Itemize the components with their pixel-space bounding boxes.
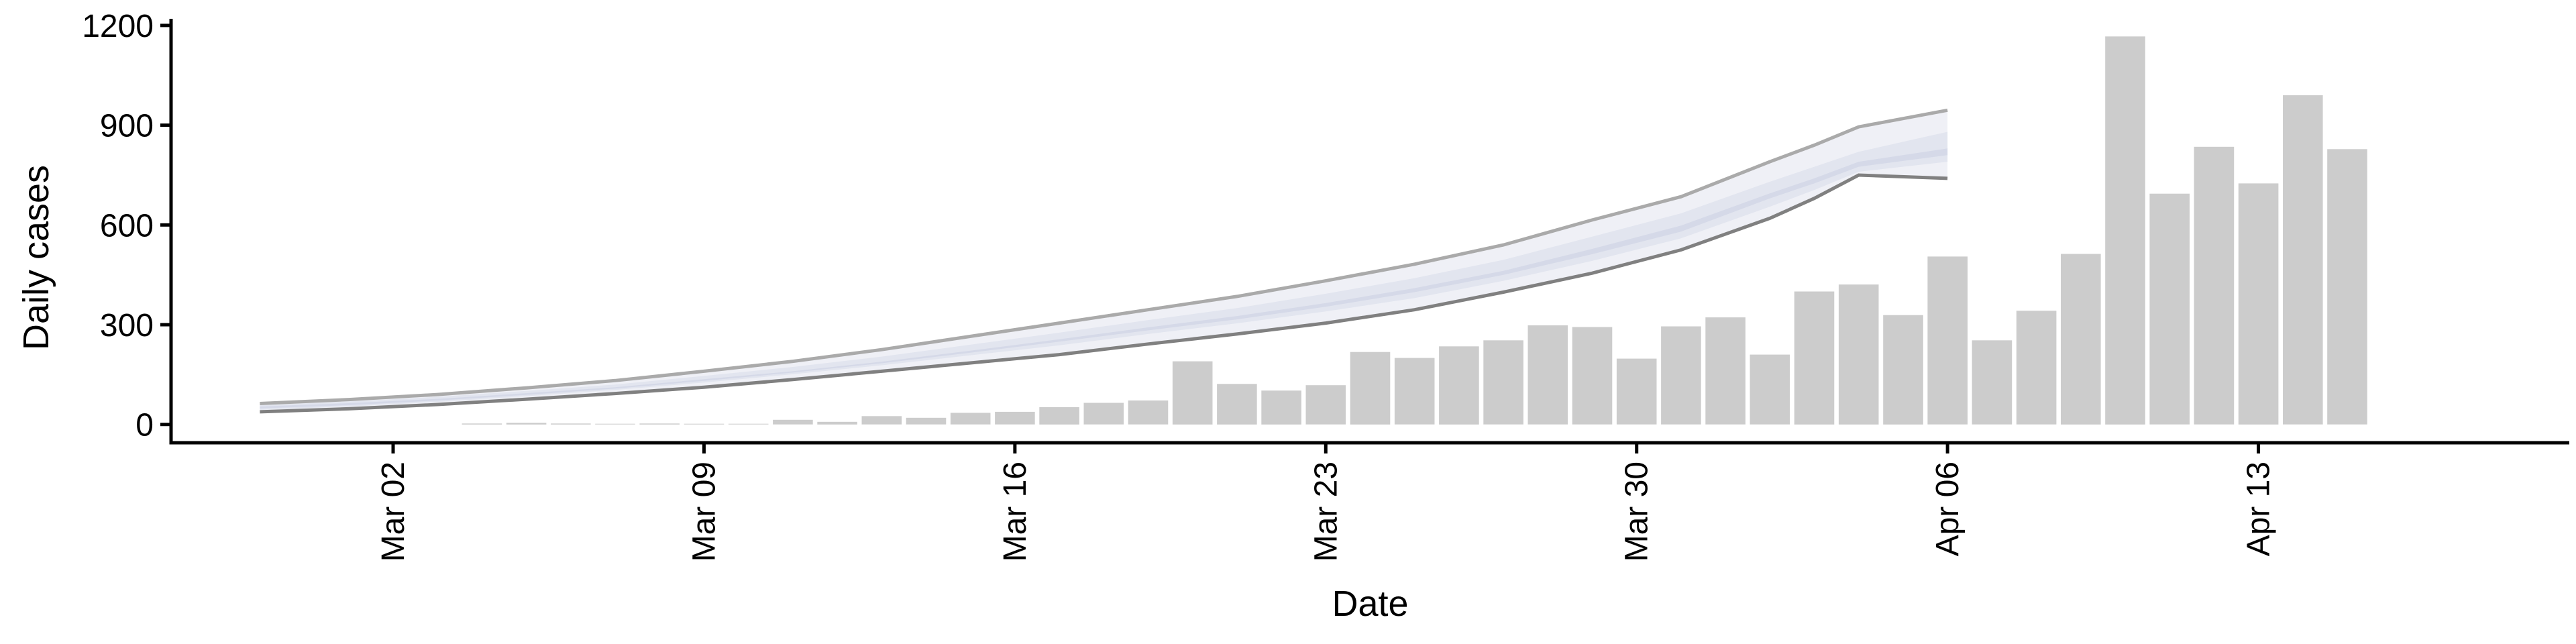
bar-2020-04-10	[2105, 36, 2145, 425]
bar-2020-03-16	[995, 411, 1035, 425]
bar-2020-03-24	[1350, 352, 1391, 425]
x-tick-label: Mar 09	[686, 462, 722, 561]
x-axis-title: Date	[1332, 584, 1408, 624]
forecast-upper-line	[260, 108, 1948, 405]
bar-2020-03-30	[1616, 358, 1657, 425]
y-tick-label: 900	[100, 109, 154, 144]
bar-2020-03-19	[1128, 400, 1169, 425]
bar-2020-03-13	[861, 416, 902, 425]
forecast-lower-line	[260, 173, 1948, 414]
bar-2020-03-06	[551, 423, 591, 425]
forecast-ribbons	[260, 110, 1948, 412]
y-axis-ticks: 0 300 600 900 1200	[82, 9, 171, 443]
bar-2020-03-31	[1661, 326, 1701, 425]
y-tick-label: 600	[100, 208, 154, 244]
bar-2020-04-13	[2238, 183, 2279, 425]
bar-2020-03-11	[773, 419, 813, 425]
x-tick-label: Mar 02	[376, 462, 411, 561]
x-tick-label: Mar 23	[1308, 462, 1344, 561]
bar-2020-03-10	[728, 423, 769, 425]
bar-2020-04-01	[1705, 317, 1746, 425]
bar-2020-04-11	[2149, 193, 2190, 425]
x-tick-label: Apr 13	[2241, 462, 2277, 556]
bar-2020-03-08	[639, 423, 680, 425]
y-tick-label: 300	[100, 308, 154, 343]
ribbon-outer	[260, 110, 1948, 412]
bar-2020-03-26	[1439, 346, 1479, 425]
bar-2020-03-17	[1039, 407, 1079, 425]
bar-2020-04-14	[2283, 95, 2323, 425]
x-tick-label: Mar 30	[1619, 462, 1655, 561]
bar-2020-03-07	[595, 423, 635, 425]
bar-2020-03-12	[817, 421, 857, 425]
bar-2020-04-08	[2016, 311, 2057, 425]
bar-2020-03-27	[1483, 340, 1523, 425]
bar-2020-03-05	[506, 423, 547, 425]
bar-2020-04-12	[2194, 146, 2235, 425]
bar-2020-04-07	[1972, 340, 2012, 425]
bar-2020-04-09	[2061, 254, 2101, 425]
bar-2020-03-25	[1394, 358, 1435, 425]
bar-2020-03-21	[1217, 384, 1257, 425]
forecast-bound-lines	[260, 108, 1948, 414]
axes	[169, 19, 2569, 445]
x-tick-label: Mar 16	[998, 462, 1033, 561]
bar-2020-03-04	[462, 423, 502, 425]
bar-2020-04-04	[1838, 284, 1879, 425]
bar-2020-03-15	[950, 413, 991, 425]
bar-2020-03-28	[1527, 325, 1568, 425]
bar-2020-03-23	[1305, 385, 1346, 425]
bar-2020-03-14	[906, 417, 947, 425]
y-axis-title: Daily cases	[16, 165, 56, 350]
y-tick-label: 1200	[82, 9, 154, 44]
bar-2020-04-05	[1883, 315, 1923, 425]
y-tick-label: 0	[136, 408, 154, 443]
bar-2020-04-02	[1750, 354, 1790, 425]
x-axis-ticks: Mar 02 Mar 09 Mar 16 Mar 23 Mar 30 Apr 06 Apr …	[376, 443, 2277, 561]
bar-2020-03-20	[1172, 361, 1213, 425]
bar-2020-03-22	[1261, 390, 1301, 425]
x-tick-label: Apr 06	[1930, 462, 1966, 556]
bar-2020-04-15	[2327, 149, 2367, 425]
bar-2020-03-29	[1572, 327, 1613, 425]
bar-2020-03-18	[1083, 402, 1124, 425]
daily-case-bars	[462, 36, 2367, 425]
bar-2020-04-03	[1794, 291, 1835, 425]
bar-2020-04-06	[1927, 256, 1968, 425]
bar-2020-03-09	[684, 423, 724, 425]
